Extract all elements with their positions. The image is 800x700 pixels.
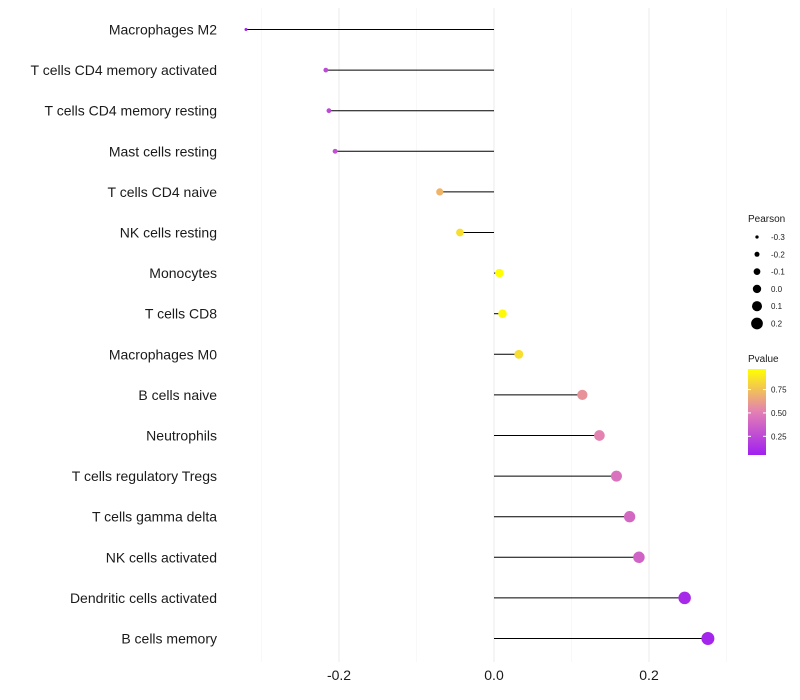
lollipop-point [326,108,332,114]
lollipop-point [332,148,338,154]
size-legend-label: 0.2 [771,320,783,329]
size-legend-key [755,235,759,239]
lollipop-point [610,470,622,482]
category-label: T cells regulatory Tregs [72,468,217,484]
category-label: Neutrophils [146,428,217,444]
color-legend-label: 0.50 [771,409,787,418]
segments [246,29,708,639]
size-legend-key [752,284,762,294]
category-label: B cells memory [121,631,217,647]
lollipop-point [678,591,691,605]
category-label: T cells CD4 naive [108,184,218,200]
color-legend-title: Pvalue [748,354,779,365]
category-label: Dendritic cells activated [70,590,217,606]
color-legend-label: 0.25 [771,432,787,441]
color-legend-bar [748,369,766,455]
size-legend-label: 0.1 [771,302,783,311]
category-label: T cells CD8 [145,306,217,322]
lollipop-point [323,67,329,73]
color-legend: Pvalue 0.25 0.50 0.75 [748,354,787,455]
category-label: NK cells activated [106,549,217,565]
x-axis-ticks: -0.2 0.0 0.2 [327,667,659,683]
lollipop-point [577,389,588,401]
x-tick-label: 0.0 [484,667,504,683]
size-legend-key [751,301,763,312]
category-label: B cells naive [138,387,217,403]
category-label: T cells gamma delta [92,509,217,525]
lollipop-point [436,188,444,196]
size-legend-label: -0.3 [771,233,785,242]
size-legend-label: 0.0 [771,285,783,294]
lollipop-point [633,551,645,564]
category-label: Monocytes [149,265,217,281]
points [244,28,715,645]
size-legend-key [753,268,761,275]
lollipop-point [701,632,715,645]
size-legend-label: -0.1 [771,268,785,277]
lollipop-point [623,511,636,523]
lollipop-point [514,349,524,359]
category-label: NK cells resting [120,225,217,241]
size-legend-label: -0.2 [771,250,785,259]
category-label: Mast cells resting [109,143,217,159]
size-legend: Pearson -0.3 -0.2 -0.1 0.0 0.1 0.2 [748,214,785,330]
lollipop-point [498,309,507,318]
color-legend-label: 0.75 [771,386,787,395]
lollipop-point [456,228,464,237]
category-label: Macrophages M0 [109,346,217,362]
lollipop-point [244,28,248,31]
category-label: T cells CD4 memory activated [31,62,217,78]
size-legend-key [751,317,763,330]
x-tick-label: 0.2 [639,667,659,683]
lollipop-point [594,430,605,441]
category-label: Macrophages M2 [109,22,217,38]
grid [261,8,727,662]
size-legend-title: Pearson [748,214,785,225]
category-label: T cells CD4 memory resting [45,103,217,119]
lollipop-point [495,268,504,278]
size-legend-key [754,251,760,257]
x-tick-label: -0.2 [327,667,351,683]
y-axis-labels: Macrophages M2 T cells CD4 memory activat… [31,22,218,647]
